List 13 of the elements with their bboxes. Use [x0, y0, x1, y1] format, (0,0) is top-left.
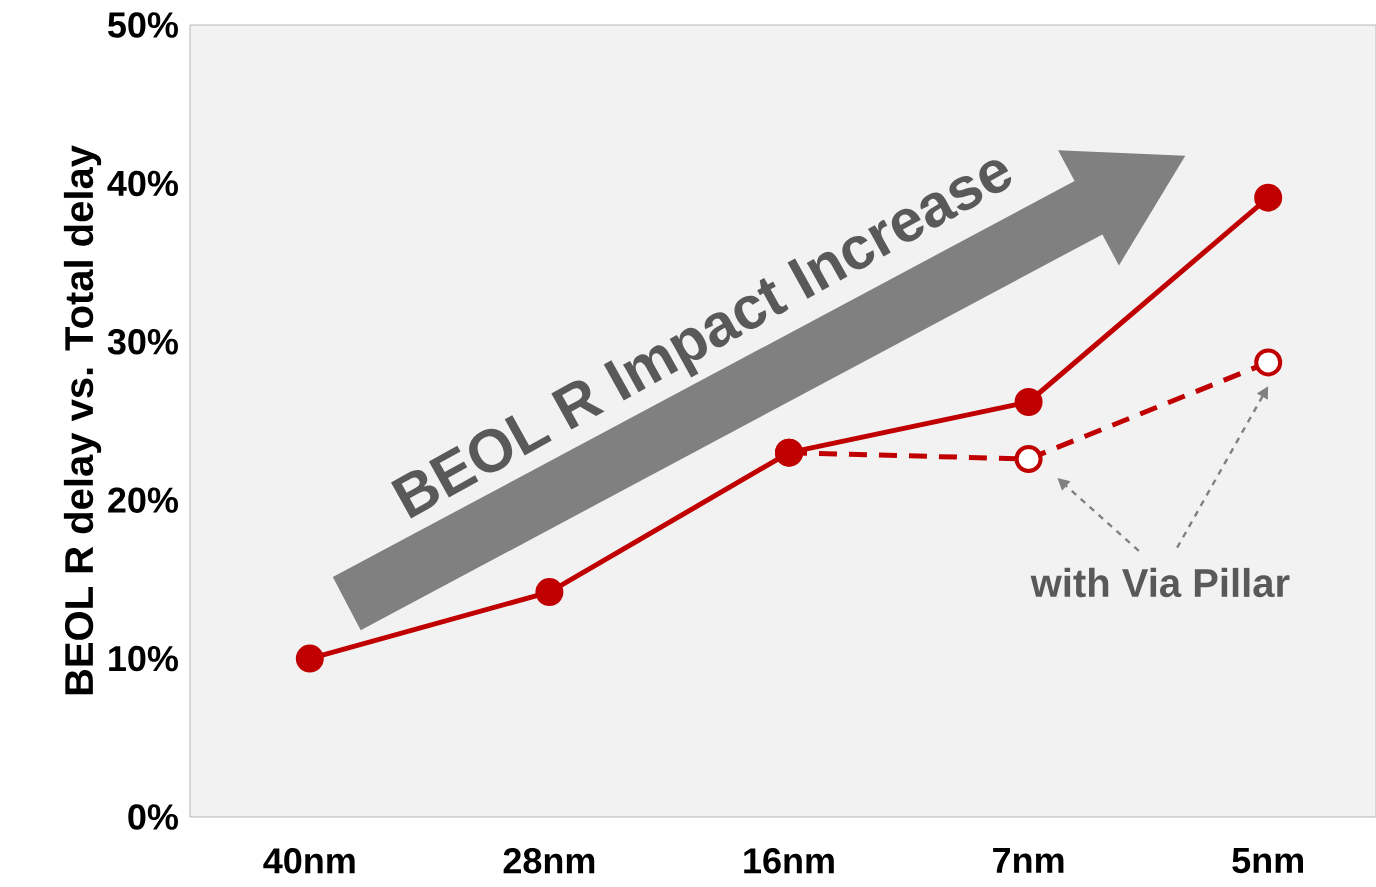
y-tick-label: 30%: [107, 329, 178, 355]
x-tick-label: 5nm: [1232, 848, 1303, 874]
annotation: with Via Pillar: [1030, 567, 1290, 598]
x-tick-label: 28nm: [503, 848, 595, 874]
x-tick-label: 16nm: [744, 848, 834, 874]
x-tick-label: 7nm: [993, 848, 1064, 873]
y-tick-label: 50%: [107, 12, 178, 38]
y-tick-label: 40%: [107, 170, 178, 197]
y-tick-label: 0%: [128, 804, 178, 830]
y-axis-title: BEOL R delay vs. Total delay: [63, 145, 102, 695]
y-tick-label: 20%: [108, 487, 178, 513]
y-tick-label: 10%: [109, 645, 178, 672]
x-tick-label: 40nm: [263, 848, 355, 874]
